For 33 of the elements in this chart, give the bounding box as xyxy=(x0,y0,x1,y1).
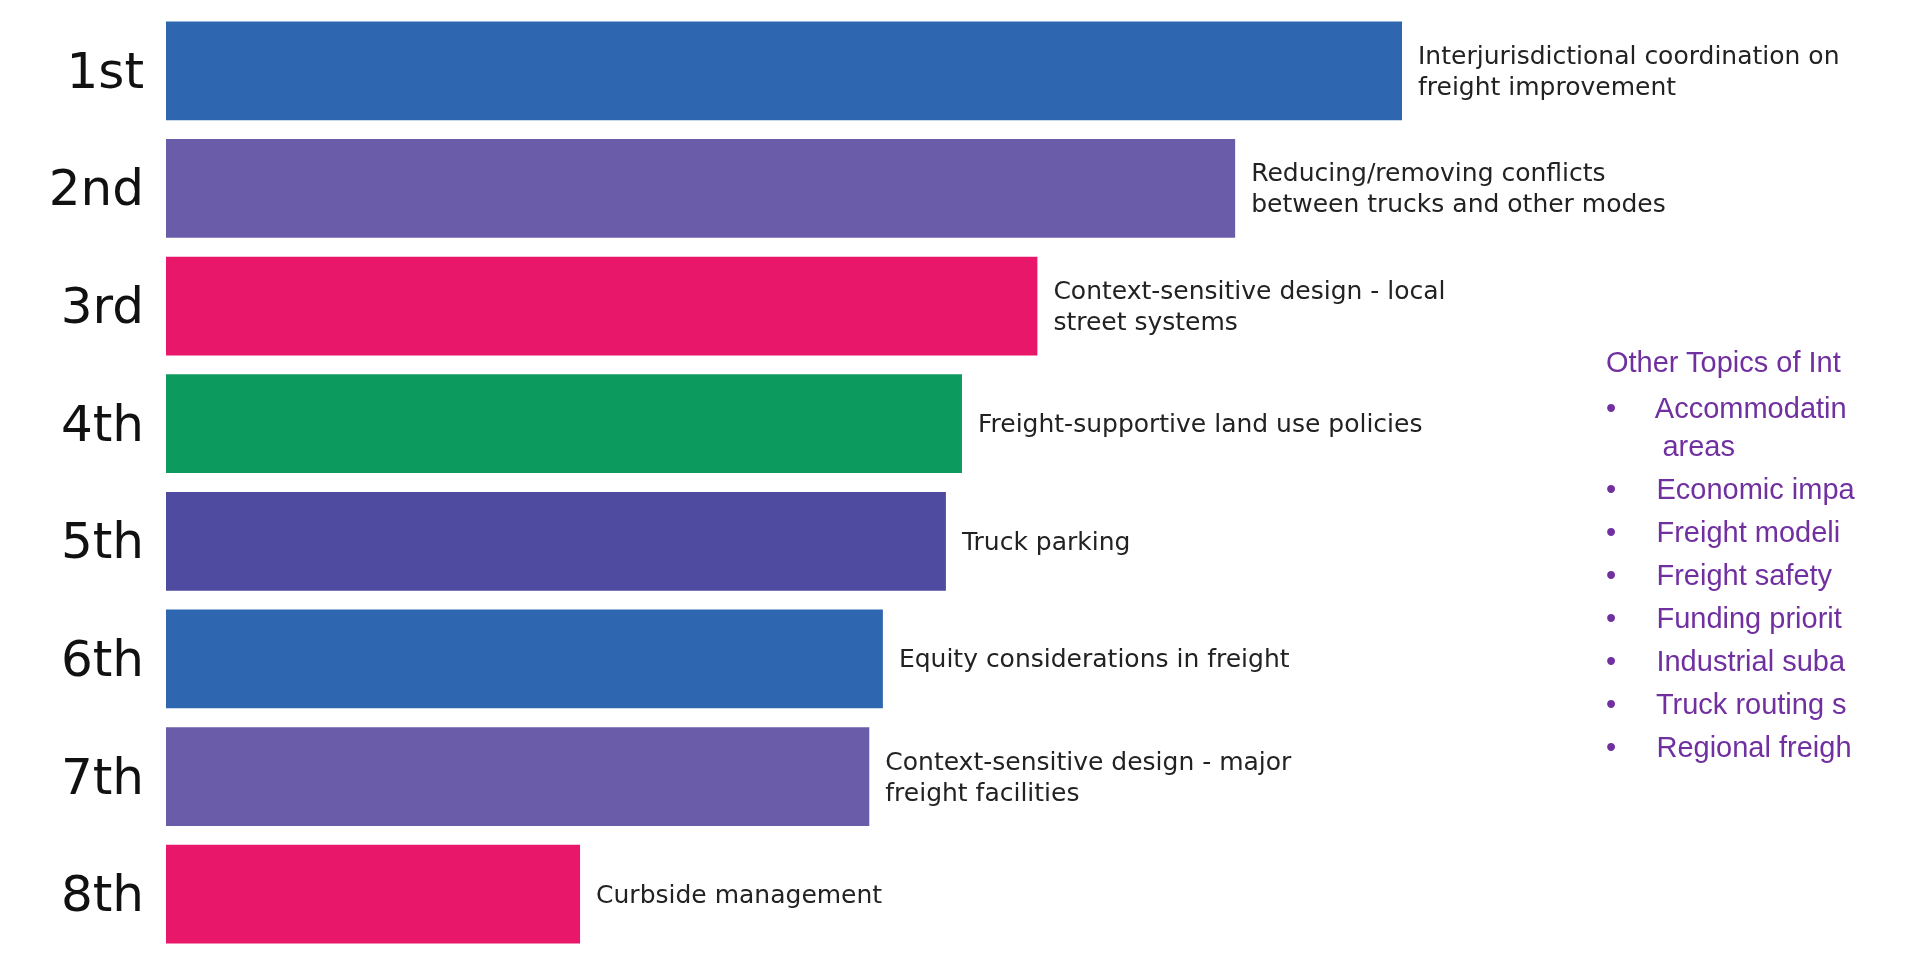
text: Other Topics of Int xyxy=(1606,346,1841,378)
text: • Accommodatin areas xyxy=(1606,392,1847,462)
y-tick-label: 7th xyxy=(60,747,144,806)
bar xyxy=(166,21,1402,121)
y-tick-label: 3rd xyxy=(60,277,144,336)
text: • Regional freigh xyxy=(1606,731,1852,763)
text: • Freight modeli xyxy=(1606,516,1841,548)
bar xyxy=(166,491,946,591)
bar xyxy=(166,256,1038,356)
annotation: Freight-supportive land use policies xyxy=(977,409,1423,439)
annotation: Context-sensitive design - major freight facilities xyxy=(885,746,1293,807)
text: • Truck routing s xyxy=(1606,688,1847,720)
annotation: Truck parking xyxy=(960,526,1131,556)
text: • Freight safety xyxy=(1606,559,1833,591)
text: • Economic impa xyxy=(1606,473,1856,505)
bar xyxy=(166,374,962,474)
y-tick-label: 8th xyxy=(60,865,144,924)
bar xyxy=(166,609,883,709)
y-tick-label: 5th xyxy=(60,512,144,571)
bar xyxy=(166,139,1236,238)
bar xyxy=(166,727,870,826)
y-tick-label: 4th xyxy=(60,394,144,453)
annotation: Reducing/removing conflicts between trucks and other modes xyxy=(1251,158,1666,219)
annotation: Curbside management xyxy=(596,879,883,909)
y-tick-label: 6th xyxy=(60,629,144,688)
text: • Funding priorit xyxy=(1606,602,1842,634)
annotation: Equity considerations in freight xyxy=(898,644,1290,674)
y-tick-label: 2nd xyxy=(48,159,144,218)
annotation: Interjurisdictional coordination on freight improvement xyxy=(1418,40,1840,101)
text: • Industrial suba xyxy=(1606,645,1846,677)
annotation: Context-sensitive design - local street systems xyxy=(1053,276,1446,337)
bar xyxy=(166,844,581,944)
y-tick-label: 1st xyxy=(66,41,144,100)
